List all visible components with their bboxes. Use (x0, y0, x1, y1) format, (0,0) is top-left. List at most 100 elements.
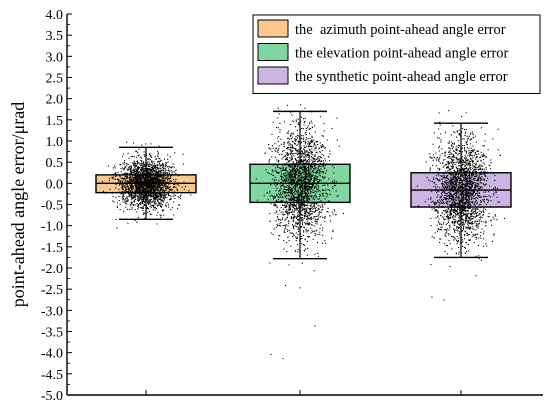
data-point (170, 186, 171, 187)
data-point (150, 184, 151, 185)
data-point (285, 172, 286, 173)
data-point (184, 189, 185, 190)
data-point (279, 223, 280, 224)
data-point (125, 203, 126, 204)
data-point (311, 148, 312, 149)
data-point (142, 176, 143, 177)
data-point (144, 168, 145, 169)
data-point (318, 186, 319, 187)
data-point (168, 170, 169, 171)
data-point (294, 153, 295, 154)
data-point (292, 210, 293, 211)
data-point (133, 172, 134, 173)
data-point (314, 156, 315, 157)
data-point (285, 203, 286, 204)
data-point (490, 168, 491, 169)
data-point (304, 222, 305, 223)
data-point (304, 166, 305, 167)
data-point (291, 199, 292, 200)
data-point (292, 166, 293, 167)
data-point (299, 192, 300, 193)
data-point (479, 197, 480, 198)
data-point (302, 159, 303, 160)
data-point (159, 176, 160, 177)
data-point (334, 210, 335, 211)
data-point (156, 208, 157, 209)
data-point (294, 210, 295, 211)
data-point (488, 200, 489, 201)
data-point (175, 195, 176, 196)
data-point (151, 188, 152, 189)
data-point (313, 203, 314, 204)
data-point (165, 173, 166, 174)
data-point (301, 214, 302, 215)
data-point (298, 157, 299, 158)
data-point (129, 166, 130, 167)
data-point (288, 190, 289, 191)
data-point (156, 223, 157, 224)
data-point (151, 207, 152, 208)
data-point (319, 169, 320, 170)
data-point (305, 188, 306, 189)
data-point (324, 177, 325, 178)
data-point (316, 230, 317, 231)
data-point (153, 161, 154, 162)
data-point (284, 121, 285, 122)
data-point (142, 169, 143, 170)
data-point (301, 196, 302, 197)
data-point (140, 179, 141, 180)
data-point (278, 108, 279, 109)
data-point (124, 190, 125, 191)
data-point (316, 196, 317, 197)
data-point (292, 179, 293, 180)
data-point (143, 196, 144, 197)
data-point (454, 219, 455, 220)
data-point (190, 194, 191, 195)
data-point (309, 143, 310, 144)
data-point (308, 169, 309, 170)
data-point (276, 224, 277, 225)
data-point (299, 167, 300, 168)
data-point (298, 220, 299, 221)
data-point (282, 184, 283, 185)
data-point (161, 215, 162, 216)
data-point (294, 235, 295, 236)
data-point (313, 205, 314, 206)
data-point (293, 211, 294, 212)
data-point (135, 196, 136, 197)
data-point (332, 230, 333, 231)
data-point (318, 217, 319, 218)
data-point (122, 199, 123, 200)
data-point (163, 181, 164, 182)
data-point (286, 251, 287, 252)
data-point (288, 194, 289, 195)
data-point (304, 179, 305, 180)
data-point (282, 196, 283, 197)
data-point (122, 185, 123, 186)
data-point (285, 226, 286, 227)
data-point (141, 198, 142, 199)
data-point (298, 124, 299, 125)
data-point (474, 178, 475, 179)
data-point (294, 173, 295, 174)
data-point (313, 185, 314, 186)
data-point (300, 166, 301, 167)
data-point (303, 220, 304, 221)
data-point (141, 201, 142, 202)
data-point (293, 200, 294, 201)
data-point (157, 156, 158, 157)
data-point (322, 154, 323, 155)
data-point (160, 199, 161, 200)
data-point (313, 170, 314, 171)
data-point (306, 169, 307, 170)
data-point (141, 160, 142, 161)
data-point (290, 204, 291, 205)
data-point (160, 190, 161, 191)
data-point (152, 176, 153, 177)
data-point (269, 161, 270, 162)
data-point (324, 204, 325, 205)
data-point (314, 221, 315, 222)
data-point (277, 216, 278, 217)
data-point (156, 203, 157, 204)
data-point (304, 156, 305, 157)
